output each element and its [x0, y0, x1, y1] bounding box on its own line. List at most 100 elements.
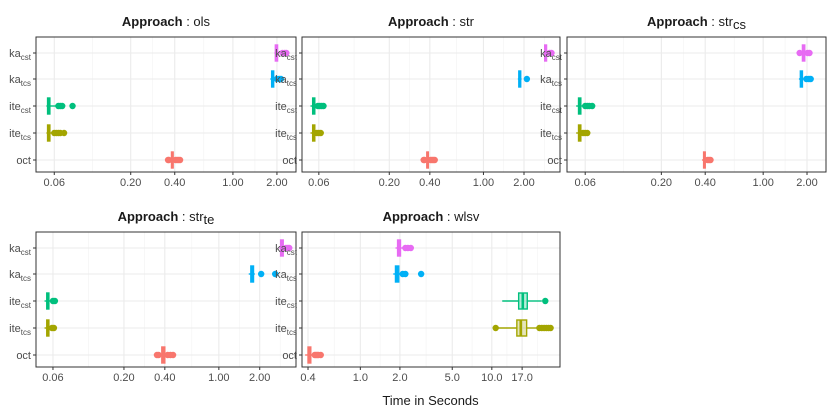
y-tick-label-oct: oct [282, 155, 297, 167]
outlier-point [547, 324, 554, 332]
x-tick-label: 0.40 [694, 177, 715, 189]
x-axis-title: Time in Seconds [382, 393, 479, 408]
panel-background [567, 37, 826, 172]
outlier-point [707, 156, 714, 164]
panel-background [302, 232, 560, 367]
x-tick-label: 0.20 [379, 177, 400, 189]
x-tick-label: 2.00 [249, 372, 270, 384]
facet-panel-str_te: 0.06 0.20 0.40 1.00 2.00 kacst katcs itecst itet… [9, 209, 297, 384]
outlier-point [176, 156, 184, 164]
y-tick-label-ite-cst: itecst [9, 296, 32, 310]
outlier-point [60, 129, 68, 137]
x-tick-label: 10.0 [481, 372, 502, 384]
x-tick-label: 0.06 [574, 177, 595, 189]
boxplot-ite_cst [310, 97, 327, 115]
boxplot-ite_tcs [310, 124, 324, 142]
x-tick-label: 1.0 [353, 372, 368, 384]
boxplot-ite_tcs [46, 124, 68, 142]
facet-panel-str: 0.06 0.20 0.40 1.00 2.00 kacst katcs itecst itet… [275, 14, 561, 189]
boxplot-ite_tcs [576, 124, 591, 142]
y-tick-label-ka-tcs: katcs [9, 74, 31, 88]
y-tick-label-ite-tcs: itetcs [275, 128, 297, 142]
panel-border [35, 36, 297, 173]
x-tick-label: 0.06 [44, 177, 65, 189]
outlier-point [588, 102, 596, 110]
outlier-point [317, 351, 324, 359]
y-tick-label-oct: oct [282, 350, 297, 362]
y-tick-label-ite-cst: itecst [540, 101, 563, 115]
x-tick-label: 0.20 [113, 372, 134, 384]
boxplot-ite_cst [576, 97, 596, 115]
boxplot-ite_cst [502, 292, 549, 310]
boxplot-ite_tcs [492, 319, 554, 337]
boxplot-ka_cst [274, 44, 290, 62]
boxplot-oct [305, 346, 324, 364]
boxplot-ite_cst [44, 292, 59, 310]
y-tick-label-ka-cst: kacst [9, 48, 32, 62]
outlier-point [69, 102, 76, 110]
boxplot-ka_tcs [798, 70, 814, 88]
outlier-point [50, 324, 58, 332]
y-tick-label-ite-tcs: itetcs [540, 128, 562, 142]
outlier-point [806, 49, 813, 57]
outlier-point [283, 49, 290, 57]
y-tick-label-ite-cst: itecst [275, 101, 298, 115]
facet-panel-ols: 0.06 0.20 0.40 1.00 2.00 kacst katcs itecst itet… [9, 14, 297, 189]
y-tick-label-ka-tcs: katcs [275, 269, 297, 283]
y-tick-label-ka-tcs: katcs [9, 269, 31, 283]
facet-panel-wlsv: 0.4 1.0 2.0 5.0 10.0 17.0 kacst katcs itecst itet… [275, 209, 561, 384]
x-tick-label: 1.00 [208, 372, 229, 384]
x-tick-label: 2.00 [266, 177, 287, 189]
panel-background [302, 37, 560, 172]
y-tick-label-ka-cst: kacst [9, 243, 32, 257]
x-tick-label: 0.20 [651, 177, 672, 189]
x-tick-label: 0.40 [154, 372, 175, 384]
y-tick-label-ka-tcs: katcs [275, 74, 297, 88]
outlier-point [796, 49, 803, 57]
y-tick-label-ite-cst: itecst [9, 101, 32, 115]
outlier-point [548, 49, 555, 57]
boxplot-oct [420, 151, 438, 169]
outlier-point [169, 351, 177, 359]
boxplot-oct [164, 151, 184, 169]
outlier-point [431, 156, 438, 164]
x-tick-label: 1.00 [752, 177, 773, 189]
boxplot-ka_tcs [270, 70, 285, 88]
facet-title: Approach : strte [118, 209, 215, 227]
boxplot-ka_cst [796, 44, 813, 62]
boxplot-ka_tcs [393, 265, 425, 283]
outlier-point [492, 324, 499, 332]
panel-border [35, 231, 297, 368]
x-tick-label: 2.0 [392, 372, 407, 384]
y-tick-label-oct: oct [547, 155, 562, 167]
x-tick-label: 0.40 [164, 177, 185, 189]
panel-border [301, 231, 561, 368]
outlier-point [286, 244, 293, 252]
facet-title: Approach : str [388, 14, 475, 29]
boxplot-ka_cst [279, 239, 293, 257]
y-tick-label-ka-cst: kacst [275, 48, 298, 62]
x-tick-label: 0.4 [300, 372, 315, 384]
outlier-point [542, 297, 549, 305]
boxplot-ka_cst [543, 44, 555, 62]
panel-border [566, 36, 827, 173]
boxplot-ka_cst [395, 239, 415, 257]
facet-panel-str_cs: 0.06 0.20 0.40 1.00 2.00 kacst katcs itecst itet… [540, 14, 827, 189]
outlier-point [155, 351, 162, 359]
y-tick-label-ite-cst: itecst [275, 296, 298, 310]
y-tick-label-ite-tcs: itetcs [9, 323, 31, 337]
boxplot-ka_tcs [248, 265, 279, 283]
x-tick-label: 1.00 [222, 177, 243, 189]
outlier-point [523, 75, 531, 83]
boxplot-oct [153, 346, 177, 364]
outlier-point [51, 297, 59, 305]
outlier-point [402, 270, 409, 278]
x-tick-label: 17.0 [511, 372, 532, 384]
y-tick-label-oct: oct [16, 155, 31, 167]
outlier-point [320, 102, 327, 110]
panel-background [36, 232, 296, 367]
outlier-point [407, 244, 415, 252]
outlier-point [59, 102, 66, 110]
y-tick-label-ka-cst: kacst [540, 48, 563, 62]
